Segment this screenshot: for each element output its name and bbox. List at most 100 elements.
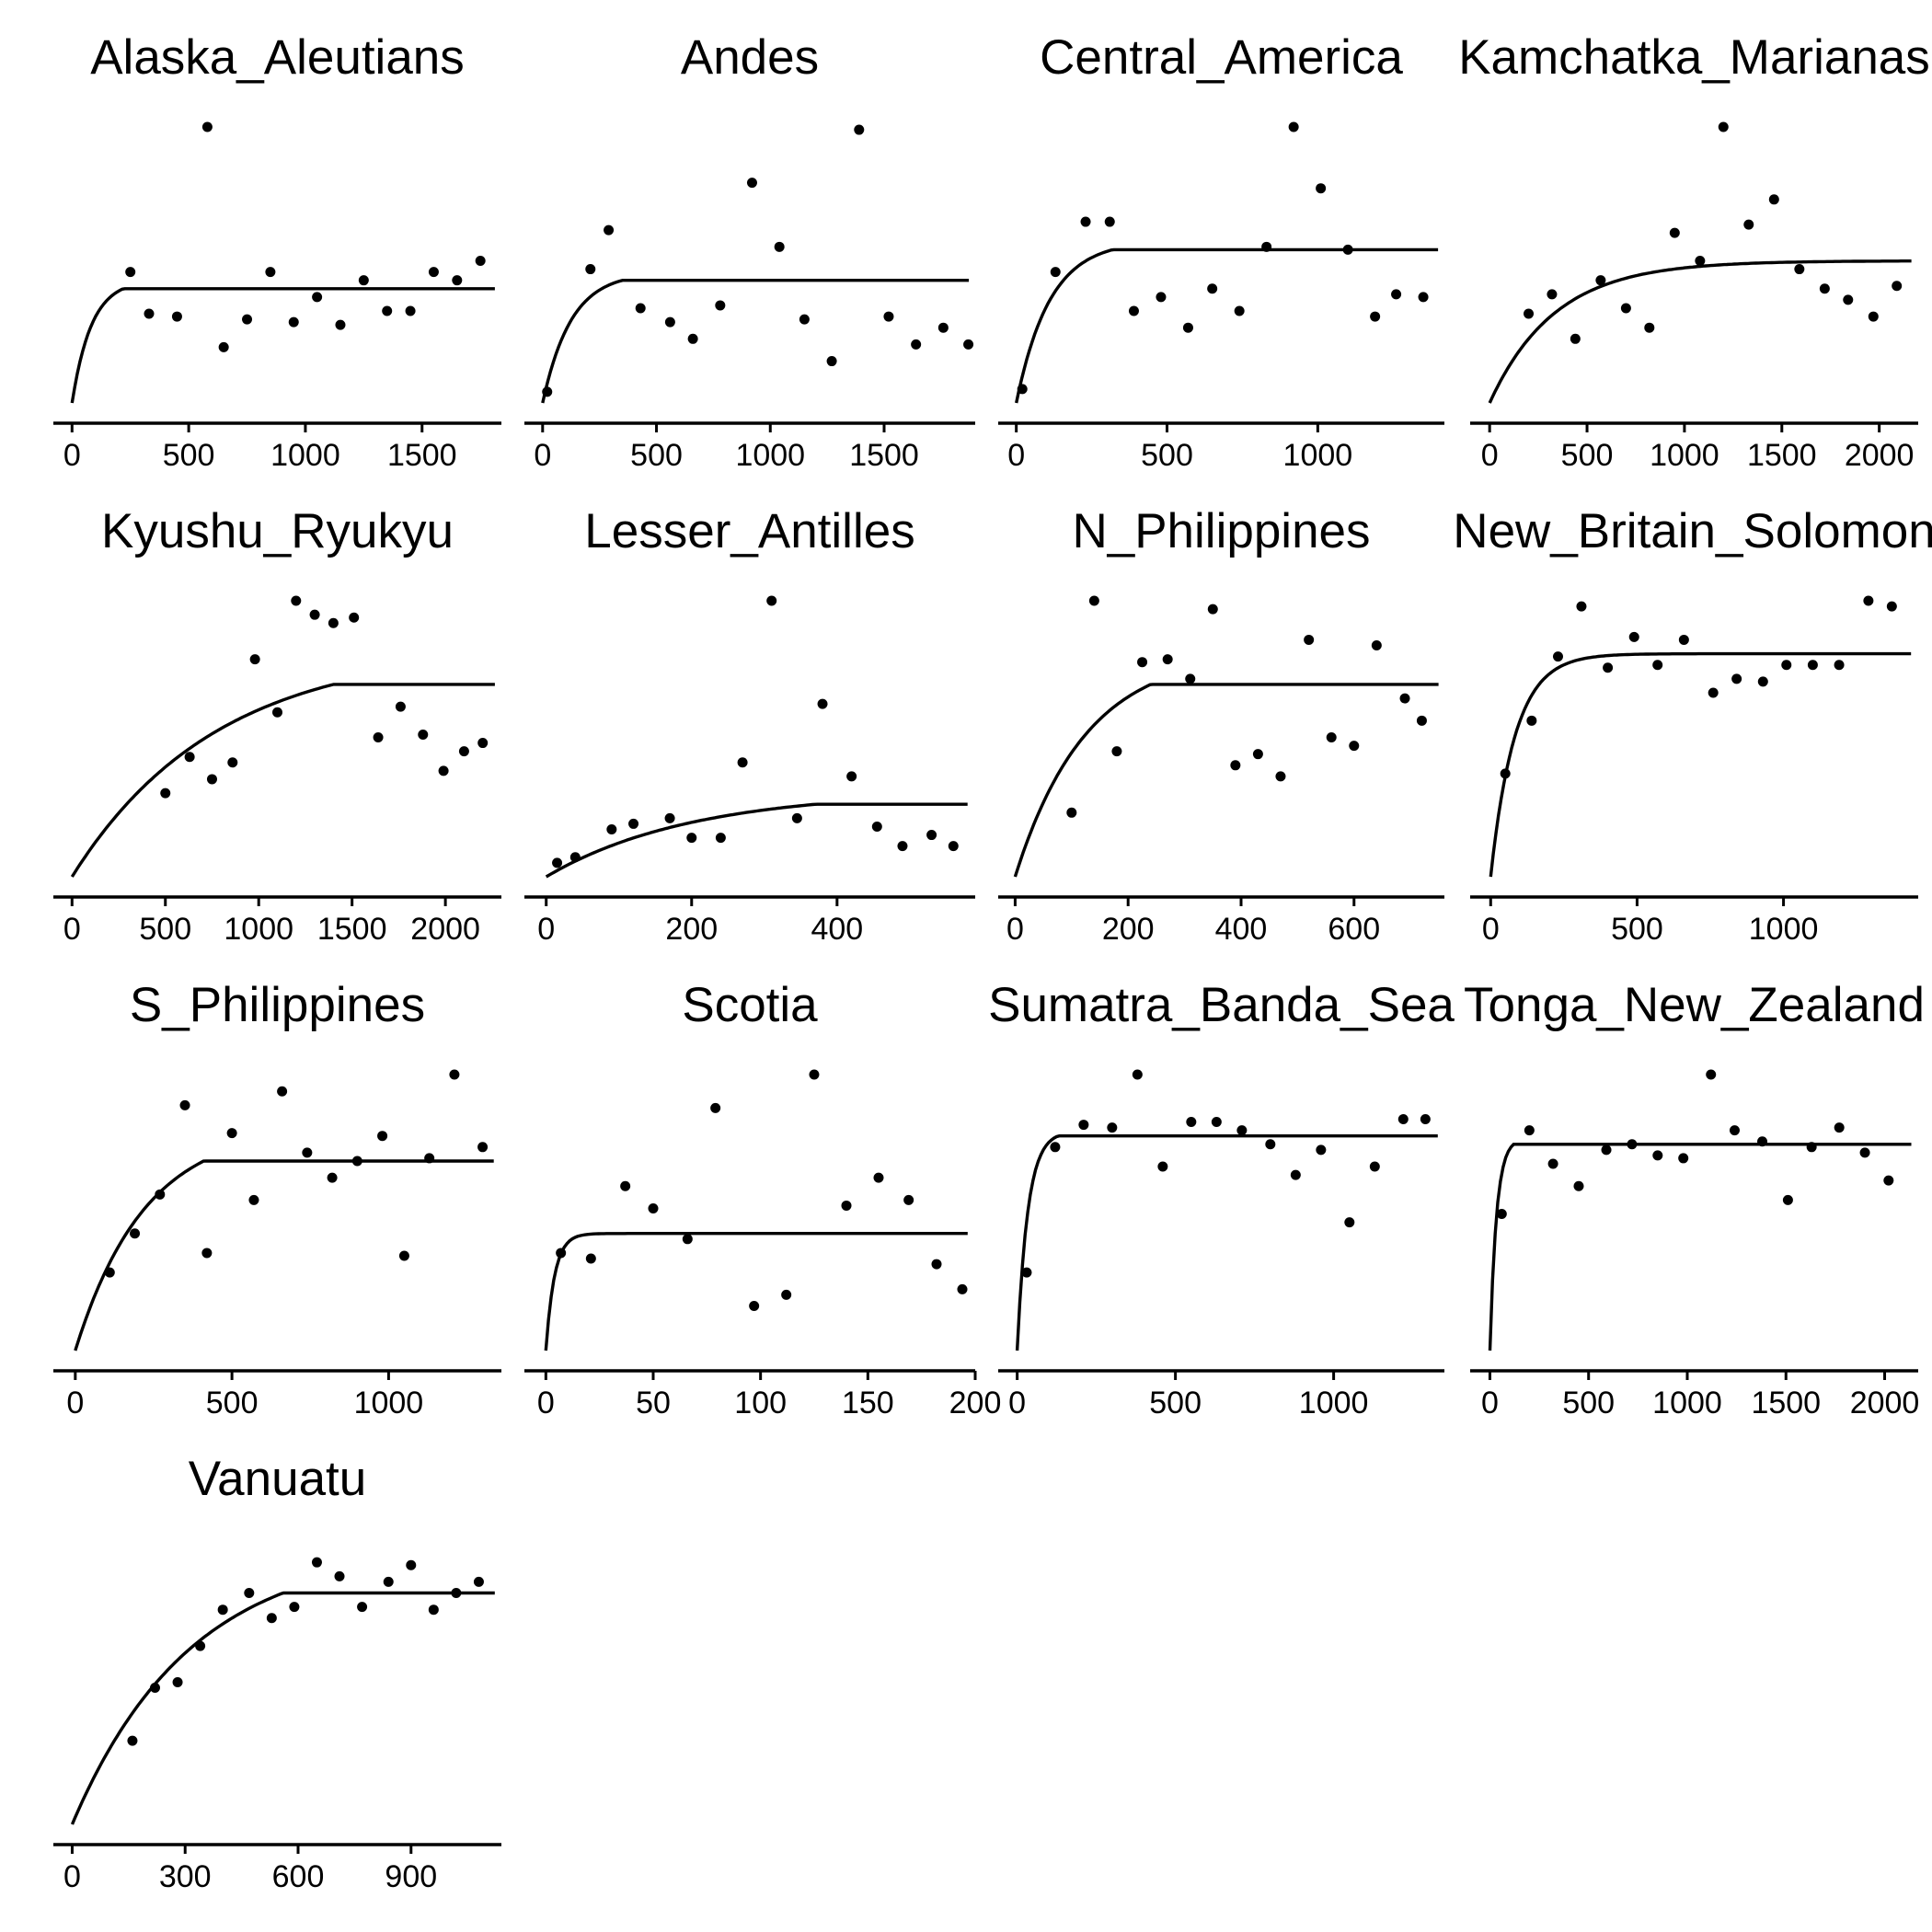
data-point <box>373 732 384 742</box>
x-tick-label: 150 <box>842 1386 894 1420</box>
data-point <box>1230 760 1241 771</box>
data-point <box>289 1602 300 1613</box>
data-point <box>171 311 182 322</box>
data-point <box>846 771 857 782</box>
data-point <box>382 305 393 316</box>
panel-title: Scotia <box>682 978 818 1032</box>
data-point <box>542 386 553 397</box>
data-point <box>405 305 416 316</box>
x-tick-label: 0 <box>63 1859 81 1894</box>
data-point <box>766 595 777 606</box>
fit-line <box>545 802 968 879</box>
data-point <box>1834 660 1845 671</box>
data-point <box>1078 1120 1089 1131</box>
x-tick-label: 0 <box>1006 912 1024 947</box>
data-point <box>1834 1122 1845 1133</box>
data-point <box>272 707 282 718</box>
data-point <box>1369 1161 1380 1172</box>
data-point <box>737 757 748 768</box>
data-point <box>428 1604 439 1616</box>
data-point <box>1207 283 1218 294</box>
data-point <box>438 765 449 776</box>
data-point <box>334 1570 345 1581</box>
x-tick-label: 1500 <box>1747 438 1817 473</box>
data-point <box>664 316 675 328</box>
data-point <box>1496 1209 1507 1220</box>
data-point <box>291 595 302 606</box>
data-point <box>873 1172 884 1183</box>
x-tick-label: 1000 <box>1650 438 1719 473</box>
data-point <box>1620 303 1631 314</box>
data-point <box>242 314 253 325</box>
data-point <box>312 292 323 303</box>
fit-line <box>541 279 970 404</box>
x-tick-label: 0 <box>63 912 81 947</box>
data-point <box>948 841 959 852</box>
data-point <box>288 316 299 328</box>
data-point <box>328 617 339 628</box>
data-point <box>1416 715 1427 726</box>
data-point <box>452 275 463 286</box>
data-point <box>1706 1069 1717 1080</box>
x-tick-label: 400 <box>1215 912 1268 947</box>
data-point <box>449 1069 460 1080</box>
x-tick-label: 0 <box>1481 1386 1499 1420</box>
data-point <box>686 833 697 844</box>
data-point <box>473 1576 484 1587</box>
data-point <box>144 308 155 319</box>
data-point <box>358 275 369 286</box>
data-point <box>1678 1153 1689 1164</box>
data-point <box>1678 634 1689 645</box>
x-tick-label: 1000 <box>1749 912 1819 947</box>
data-point <box>841 1200 852 1211</box>
data-point <box>635 303 646 314</box>
panel-title: Sumatra_Banda_Sea <box>988 978 1455 1032</box>
data-point <box>1211 1117 1222 1128</box>
fit-line <box>74 1159 494 1351</box>
x-tick-label: 500 <box>139 912 191 947</box>
data-point <box>931 1259 942 1270</box>
data-point <box>1107 1122 1118 1133</box>
data-point <box>349 612 360 623</box>
x-tick-label: 500 <box>163 438 215 473</box>
facet-panel: Vanuatu 0 300 600 900 <box>53 1452 501 1894</box>
data-point <box>1819 283 1830 294</box>
data-point <box>628 818 639 829</box>
data-point <box>1524 308 1535 319</box>
data-point <box>957 1283 968 1294</box>
data-point <box>620 1180 631 1191</box>
data-point <box>1342 244 1353 255</box>
x-tick-label: 1500 <box>1751 1386 1821 1420</box>
x-tick-label: 600 <box>272 1859 325 1894</box>
data-point <box>556 1248 567 1259</box>
fit-line <box>1489 651 1912 878</box>
data-point <box>218 341 229 352</box>
data-point <box>1111 746 1122 757</box>
data-point <box>1883 1175 1894 1186</box>
data-point <box>424 1153 435 1164</box>
data-point <box>791 812 802 823</box>
data-point <box>710 1102 721 1113</box>
fit-line <box>1488 1143 1912 1351</box>
data-point <box>1316 183 1327 194</box>
data-point <box>664 812 675 823</box>
data-point <box>1652 1150 1663 1161</box>
data-point <box>1628 631 1639 642</box>
x-tick-label: 0 <box>1481 438 1499 473</box>
x-tick-label: 0 <box>534 438 551 473</box>
x-tick-label: 500 <box>630 438 683 473</box>
facet-panel: Kamchatka_Marianas 0 500 1000 1500 2000 <box>1458 30 1930 473</box>
data-point <box>1729 1125 1740 1136</box>
data-point <box>1757 676 1768 687</box>
data-point <box>585 264 596 275</box>
data-point <box>826 356 837 367</box>
data-point <box>1718 121 1729 132</box>
facet-panel: Kyushu_Ryukyu 0 500 1000 1500 2000 <box>53 504 501 947</box>
data-point <box>160 788 171 799</box>
data-point <box>125 267 136 278</box>
data-point <box>302 1147 313 1158</box>
x-tick-label: 1000 <box>735 438 805 473</box>
data-point <box>1892 281 1903 292</box>
x-tick-label: 2000 <box>1845 438 1915 473</box>
